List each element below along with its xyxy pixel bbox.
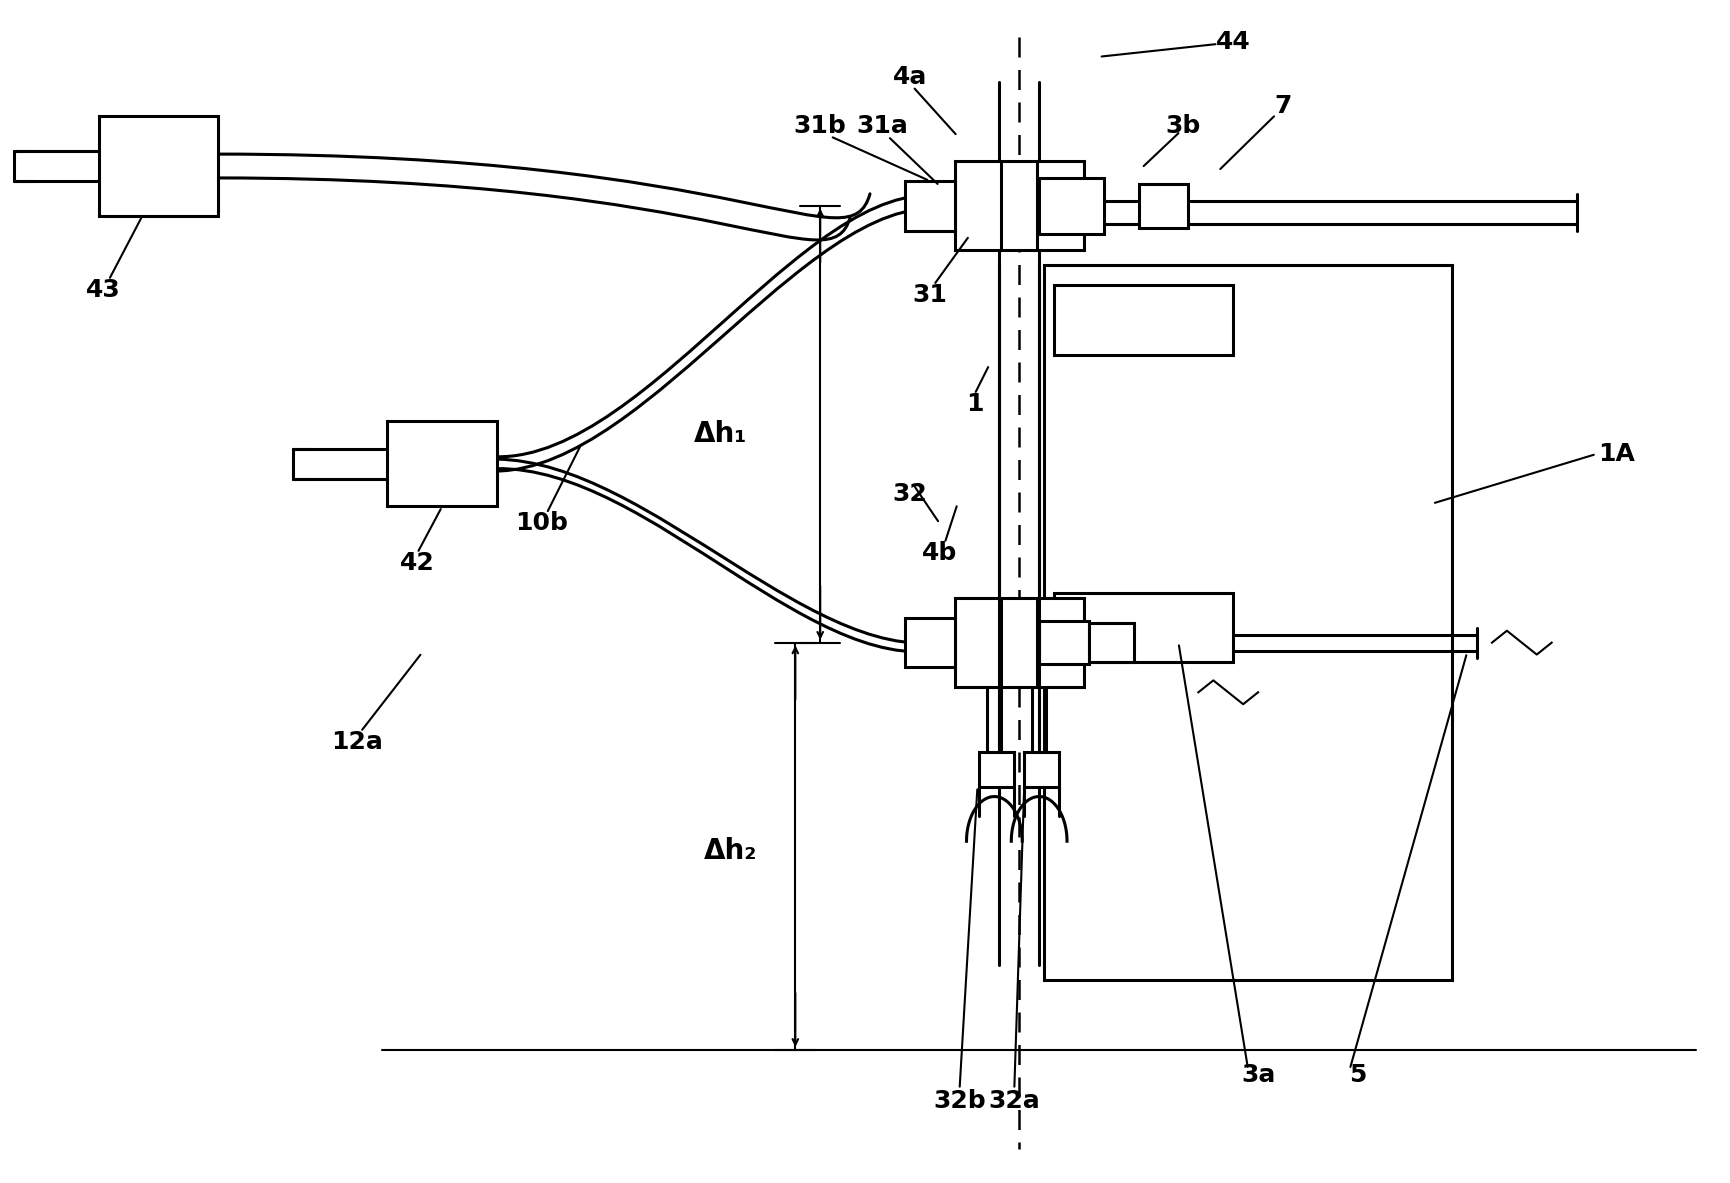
Text: 1A: 1A (1599, 442, 1635, 466)
Bar (905, 181, 955, 231)
Text: 32: 32 (893, 481, 927, 505)
Text: 31a: 31a (856, 115, 908, 138)
Text: 31: 31 (912, 283, 946, 308)
Bar (1054, 285, 1233, 355)
Text: 43: 43 (86, 278, 121, 302)
Bar (1040, 621, 1088, 665)
Text: 42: 42 (400, 551, 434, 575)
Bar (979, 752, 1014, 787)
Text: 44: 44 (1216, 30, 1251, 54)
Text: 32b: 32b (932, 1090, 986, 1113)
Bar (1040, 177, 1104, 233)
Bar (1088, 622, 1133, 662)
Text: 7: 7 (1275, 95, 1292, 118)
Text: 31b: 31b (794, 115, 846, 138)
Bar (1045, 265, 1451, 981)
Text: 4b: 4b (922, 542, 957, 565)
Bar (1024, 752, 1059, 787)
Bar (99, 116, 218, 215)
Bar (905, 618, 955, 667)
Text: 3a: 3a (1240, 1062, 1275, 1086)
Text: 32a: 32a (988, 1090, 1040, 1113)
Text: Δh₂: Δh₂ (704, 838, 758, 865)
Text: 12a: 12a (332, 730, 384, 754)
Text: 1: 1 (965, 393, 983, 416)
Text: 10b: 10b (516, 511, 567, 536)
Bar (955, 161, 1085, 251)
Text: 4a: 4a (893, 65, 927, 89)
Bar (388, 421, 497, 505)
Text: 3b: 3b (1166, 115, 1201, 138)
Text: 5: 5 (1349, 1062, 1367, 1086)
Bar (1054, 593, 1233, 662)
Text: Δh₁: Δh₁ (694, 420, 747, 448)
Bar (955, 597, 1085, 687)
Bar (1138, 183, 1189, 227)
